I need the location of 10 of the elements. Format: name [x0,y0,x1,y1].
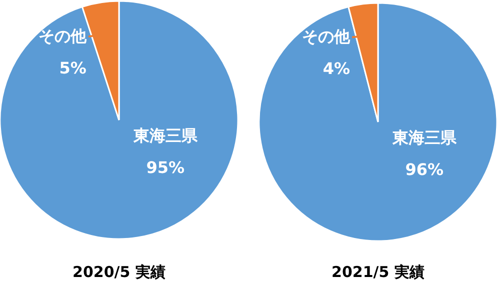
text: 2021/5 実績 [332,263,424,281]
slice-label: 東海三県 [132,126,198,145]
slice-label: その他 [302,27,352,46]
slice-label: その他 [38,26,88,46]
data-label: 4% [322,59,350,78]
text: 2020/5 実績 [72,263,166,281]
data-label: 96% [405,160,444,179]
data-label: 95% [146,158,185,177]
data-label: 5% [59,58,86,78]
slice-label: 東海三県 [391,128,458,147]
